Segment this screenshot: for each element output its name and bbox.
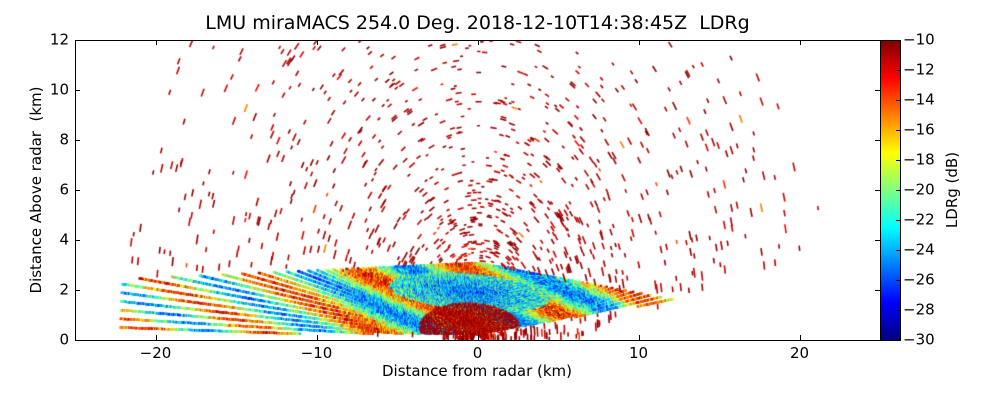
x-tick-label: 20 (789, 344, 810, 362)
y-tick-mark-right (875, 240, 880, 241)
colorbar-label: LDRg (dB) (943, 151, 961, 229)
colorbar-tick-label: −26 (903, 270, 935, 289)
x-tick-mark (799, 335, 801, 340)
colorbar-tick-label: −28 (903, 300, 935, 319)
colorbar-tick-label: −12 (903, 60, 935, 79)
x-tick-mark-top (638, 40, 640, 45)
colorbar-tick-mark (896, 40, 901, 41)
y-tick-label: 4 (59, 230, 69, 249)
y-tick-label: 12 (49, 30, 69, 49)
colorbar-tick-label: −16 (903, 120, 935, 139)
y-tick-mark-right (875, 190, 880, 191)
colorbar-tick-label: −10 (903, 30, 935, 49)
y-tick-label: 10 (49, 80, 69, 99)
x-tick-label: −20 (139, 344, 172, 362)
colorbar-tick-mark (896, 340, 901, 341)
colorbar-tick-mark (896, 250, 901, 251)
x-tick-mark (638, 335, 640, 340)
x-tick-label: 10 (628, 344, 649, 362)
x-tick-mark-top (155, 40, 157, 45)
colorbar-tick-mark (896, 160, 901, 161)
colorbar-tick-mark (896, 130, 901, 131)
y-tick-mark (75, 290, 80, 291)
colorbar-tick-label: −14 (903, 90, 935, 109)
colorbar-tick-label: −24 (903, 240, 935, 259)
x-tick-mark-top (316, 40, 318, 45)
x-tick-mark (477, 335, 479, 340)
y-tick-label: 0 (59, 330, 69, 349)
colorbar-tick-mark (896, 310, 901, 311)
y-tick-mark (75, 40, 80, 41)
y-tick-mark-right (875, 90, 880, 91)
y-tick-mark-right (875, 140, 880, 141)
y-tick-mark (75, 190, 80, 191)
x-tick-label: −10 (300, 344, 333, 362)
x-tick-mark (155, 335, 157, 340)
x-axis-label: Distance from radar (km) (381, 362, 573, 380)
y-tick-mark-right (875, 340, 880, 341)
x-tick-mark (316, 335, 318, 340)
y-tick-mark-right (875, 290, 880, 291)
colorbar-tick-mark (896, 220, 901, 221)
y-axis-label: Distance Above radar (km) (27, 86, 45, 294)
y-tick-mark (75, 340, 80, 341)
plot-area (75, 40, 880, 340)
colorbar-tick-label: −22 (903, 210, 935, 229)
colorbar-tick-mark (896, 100, 901, 101)
y-tick-label: 6 (59, 180, 69, 199)
colorbar-tick-mark (896, 190, 901, 191)
colorbar-tick-mark (896, 70, 901, 71)
colorbar-tick-label: −18 (903, 150, 935, 169)
colorbar-tick-label: −30 (903, 330, 935, 349)
y-tick-mark-right (875, 40, 880, 41)
x-tick-mark-top (477, 40, 479, 45)
y-tick-label: 8 (59, 130, 69, 149)
colorbar (880, 40, 900, 340)
chart-title: LMU miraMACS 254.0 Deg. 2018-12-10T14:38… (205, 12, 750, 34)
y-tick-label: 2 (59, 280, 69, 299)
colorbar-tick-mark (896, 280, 901, 281)
colorbar-tick-label: −20 (903, 180, 935, 199)
y-tick-mark (75, 90, 80, 91)
y-tick-mark (75, 240, 80, 241)
x-tick-mark-top (799, 40, 801, 45)
x-tick-label: 0 (472, 344, 483, 362)
y-tick-mark (75, 140, 80, 141)
